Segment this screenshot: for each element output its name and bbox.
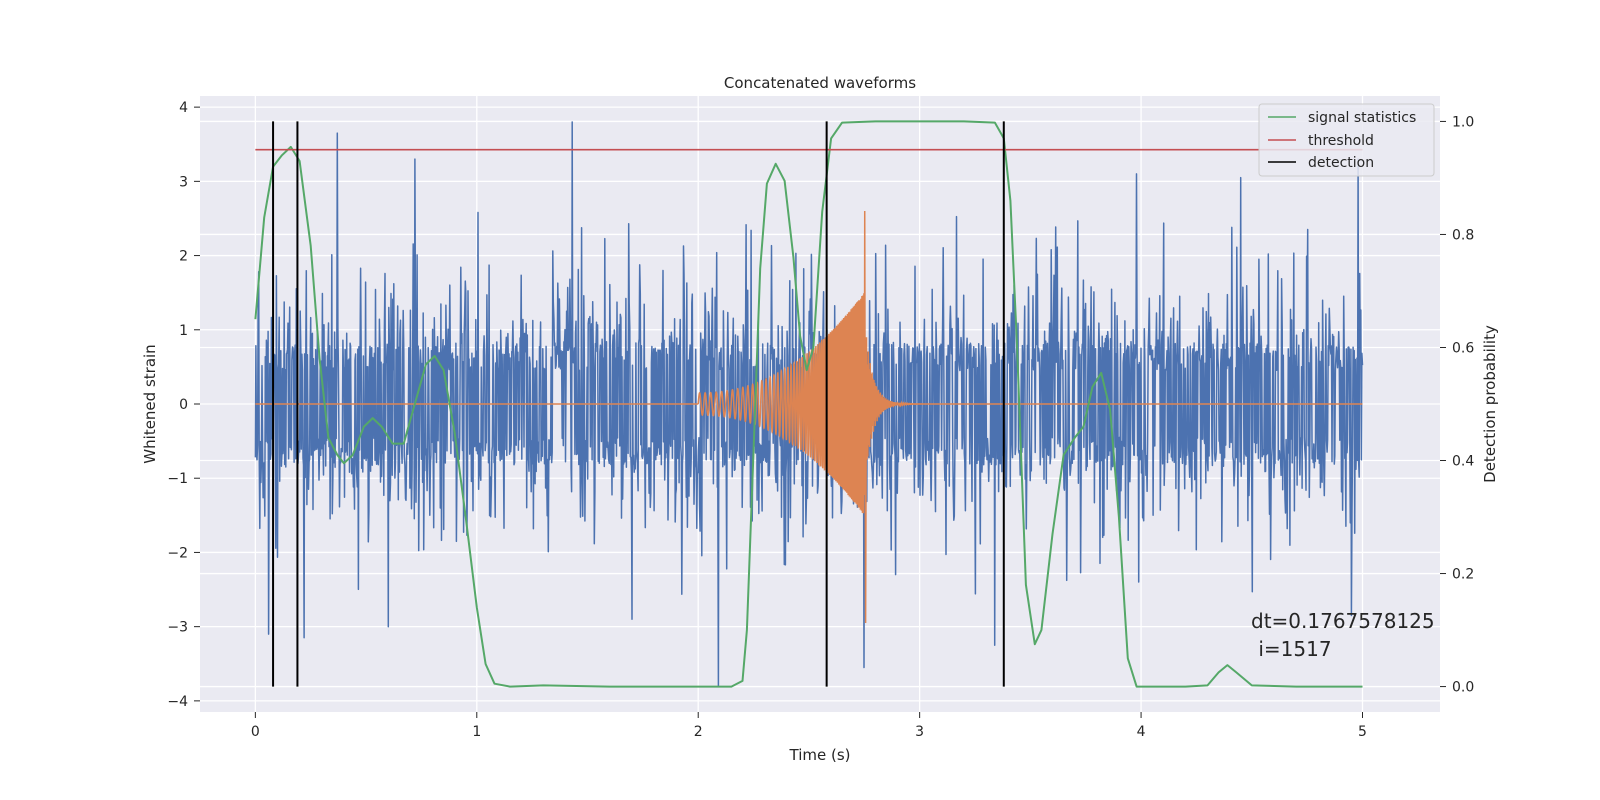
legend-frame (1258, 103, 1435, 177)
x-tick-label-1: 1 (472, 724, 481, 740)
y-axis-label: Whitened strain (141, 344, 159, 463)
y-tick-label-1: 1 (179, 323, 188, 339)
y-tick-label-3: 3 (179, 174, 188, 190)
y-axis-right-label: Detection probability (1481, 325, 1499, 483)
y-tick-label--4: −4 (167, 694, 188, 710)
legend: signal statistics threshold detection (1258, 103, 1435, 177)
series-injected-waveform (255, 211, 1363, 623)
yr-tick-label-0.4: 0.4 (1452, 454, 1474, 470)
y-tick-label--2: −2 (167, 545, 188, 561)
series-layer (254, 120, 1364, 688)
y-tick-label-2: 2 (179, 249, 188, 265)
x-tick-label-0: 0 (251, 724, 260, 740)
x-tick-label-4: 4 (1137, 724, 1146, 740)
legend-label-detection: detection (1308, 155, 1374, 171)
x-tick-label-2: 2 (694, 724, 703, 740)
ticks-layer: 0 1 2 3 4 5 −4 −3 −2 −1 0 1 2 3 4 0.0 0.2 0.4 0.6 0.8 1.0 (167, 100, 1474, 740)
series-signal-statistics (254, 120, 1363, 688)
y-tick-label-0: 0 (179, 397, 188, 413)
legend-label-signal-statistics: signal statistics (1308, 110, 1416, 126)
x-tick-label-3: 3 (915, 724, 924, 740)
annotation: dt=0.1767578125 i=1517 (1251, 609, 1435, 661)
x-axis-label: Time (s) (789, 746, 851, 764)
yr-tick-label-0.8: 0.8 (1452, 227, 1474, 243)
yr-tick-label-1: 1.0 (1452, 114, 1474, 130)
annotation-dt: dt=0.1767578125 (1251, 609, 1435, 633)
yr-tick-label-0.2: 0.2 (1452, 567, 1474, 583)
yr-tick-label-0: 0.0 (1452, 680, 1474, 696)
legend-label-threshold: threshold (1308, 133, 1374, 149)
yr-tick-label-0.6: 0.6 (1452, 340, 1474, 356)
y-tick-label--3: −3 (167, 620, 188, 636)
y-tick-label-4: 4 (179, 100, 188, 116)
y-tick-label--1: −1 (167, 471, 188, 487)
chart-title: Concatenated waveforms (724, 74, 916, 92)
x-tick-label-5: 5 (1358, 724, 1367, 740)
series-whitened-strain (254, 121, 1364, 687)
annotation-index: i=1517 (1252, 637, 1332, 661)
